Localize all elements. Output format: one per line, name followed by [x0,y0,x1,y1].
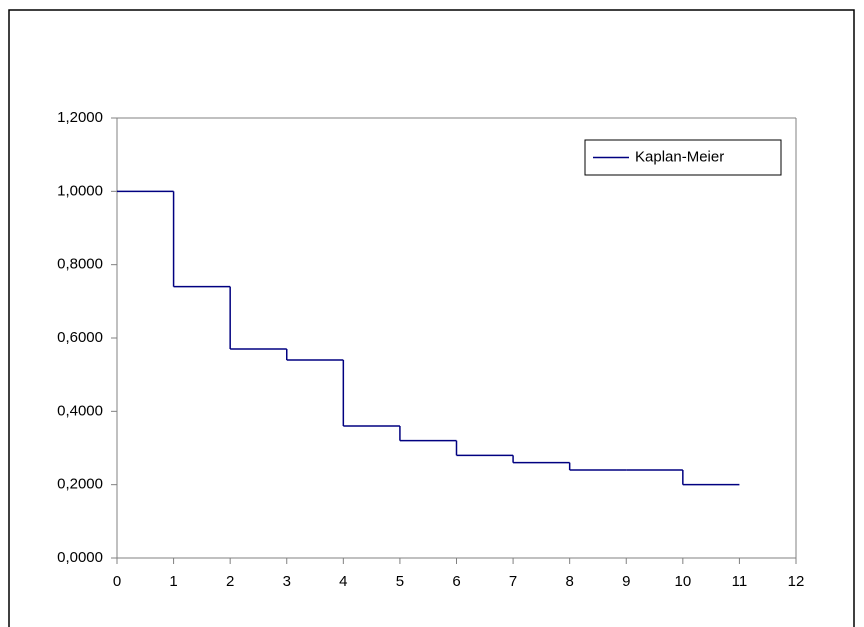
y-tick-label: 0,8000 [57,256,103,273]
y-tick-label: 0,0000 [57,549,103,566]
y-tick-label: 0,4000 [57,402,103,419]
x-tick-label: 9 [622,573,630,590]
y-tick-label: 1,2000 [57,109,103,126]
x-tick-label: 6 [452,573,460,590]
x-tick-label: 11 [732,573,748,590]
x-tick-label: 0 [113,573,121,590]
y-tick-label: 1,0000 [57,182,103,199]
y-tick-label: 0,2000 [57,476,103,493]
legend-label: Kaplan-Meier [635,148,724,165]
x-tick-label: 7 [509,573,517,590]
x-tick-label: 3 [283,573,291,590]
x-tick-label: 4 [339,573,347,590]
x-tick-label: 8 [565,573,573,590]
x-tick-label: 12 [788,573,805,590]
x-tick-label: 2 [226,573,234,590]
x-tick-label: 1 [169,573,177,590]
y-tick-label: 0,6000 [57,329,103,346]
x-tick-label: 10 [674,573,691,590]
chart-frame [8,9,855,627]
x-tick-label: 5 [396,573,404,590]
